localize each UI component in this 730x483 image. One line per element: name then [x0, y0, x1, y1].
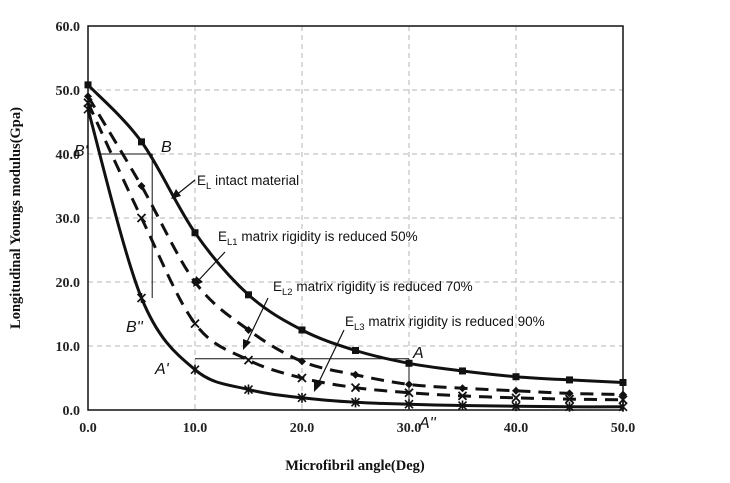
series-3-point-10: [618, 401, 628, 412]
x-axis-title: Microfibril angle(Deg): [285, 458, 425, 474]
series-1-point-5: [351, 370, 360, 379]
point-label-a: A: [412, 345, 424, 362]
series-0-point-3: [245, 291, 252, 299]
point-label-a-double-prime: A'': [418, 415, 437, 432]
series-2-point-3: [243, 355, 254, 365]
series-1-point-6: [405, 380, 413, 389]
y-tick-label-1: 10.0: [56, 340, 81, 355]
series-2-point-5: [350, 382, 361, 393]
series-1-point-8: [512, 386, 520, 395]
series-2-point-1: [136, 213, 147, 223]
point-label-b: B: [161, 139, 172, 156]
series-line-2: [86, 102, 624, 402]
x-tick-label-5: 50.0: [611, 421, 636, 436]
series-3-point-0: [83, 104, 93, 115]
point-label-b-prime: B': [74, 143, 89, 160]
data-series: [83, 81, 628, 412]
series-3-point-5: [350, 397, 361, 408]
series-0-point-7: [459, 367, 466, 375]
series-line-3: [86, 108, 624, 409]
series-line-0: [86, 83, 624, 384]
y-tick-label-6: 60.0: [56, 20, 81, 35]
annotation-el2: EL2 matrix rigidity is reduced 70%: [273, 279, 473, 298]
series-2-point-6: [404, 388, 414, 398]
x-tick-label-0: 0.0: [79, 421, 97, 436]
point-label-a-prime: A': [154, 361, 170, 378]
series-1-point-1: [137, 182, 146, 190]
series-3-point-9: [564, 401, 575, 412]
series-0-point-8: [512, 373, 520, 381]
series-2-point-4: [297, 373, 307, 383]
series-0-point-2: [191, 229, 199, 237]
plot-area-frame: [87, 25, 624, 411]
y-tick-label-5: 50.0: [56, 84, 81, 99]
series-1-point-4: [298, 357, 306, 366]
arrow-el2: [245, 297, 269, 345]
series-1-point-0: [84, 92, 92, 101]
grid-lines: [88, 26, 623, 410]
series-1-point-9: [565, 389, 574, 398]
series-2-point-10: [618, 395, 628, 405]
y-tick-label-3: 30.0: [56, 212, 81, 227]
series-0-point-9: [566, 376, 573, 384]
y-axis-title: Longitudinal Youngs modulus(Gpa): [8, 107, 24, 329]
x-tick-label-3: 30.0: [397, 421, 422, 436]
series-0-point-10: [619, 378, 627, 386]
series-1-point-7: [458, 384, 467, 393]
series-0-point-6: [405, 359, 413, 367]
tick-labels: 0.0 10.0 20.0 30.0 40.0 50.0 0.0 10.0 20.0 30.0 40…: [56, 20, 636, 436]
series-3-point-4: [297, 392, 307, 403]
arrow-el3-head: [314, 381, 322, 392]
arrow-el1-head: [193, 276, 203, 287]
arrow-el-head: [171, 189, 181, 199]
series-3-point-2: [190, 364, 200, 375]
series-3-point-8: [511, 401, 521, 412]
arrow-el3: [316, 329, 345, 387]
series-0-point-0: [84, 81, 92, 89]
series-3-point-6: [404, 399, 414, 410]
x-tick-label-4: 40.0: [504, 421, 529, 436]
y-tick-label-4: 40.0: [56, 148, 81, 163]
x-tick-label-2: 20.0: [290, 421, 315, 436]
x-tick-label-1: 10.0: [183, 421, 208, 436]
series-line-1: [86, 95, 624, 397]
y-tick-label-0: 0.0: [63, 404, 81, 419]
series-3-point-3: [243, 384, 254, 395]
y-tick-label-2: 20.0: [56, 276, 81, 291]
annotation-arrows: [171, 179, 345, 392]
series-0-point-5: [352, 346, 359, 354]
point-label-b-double-prime: B'': [126, 319, 144, 336]
series-2-point-2: [190, 318, 200, 329]
series-0-point-4: [298, 326, 306, 334]
series-1-point-3: [244, 326, 253, 334]
annotation-el1: EL1 matrix rigidity is reduced 50%: [218, 229, 418, 248]
series-2-point-9: [564, 394, 575, 404]
series-2-point-7: [457, 391, 468, 401]
series-3-point-7: [457, 400, 468, 411]
series-0-point-1: [138, 138, 145, 146]
series-3-point-1: [136, 293, 147, 303]
annotation-el3: EL3 matrix rigidity is reduced 90%: [345, 314, 545, 333]
arrow-el1: [196, 251, 226, 283]
annotation-el: EL intact material: [197, 173, 299, 192]
series-2-point-8: [511, 393, 521, 403]
arrow-el2-head: [243, 339, 251, 350]
